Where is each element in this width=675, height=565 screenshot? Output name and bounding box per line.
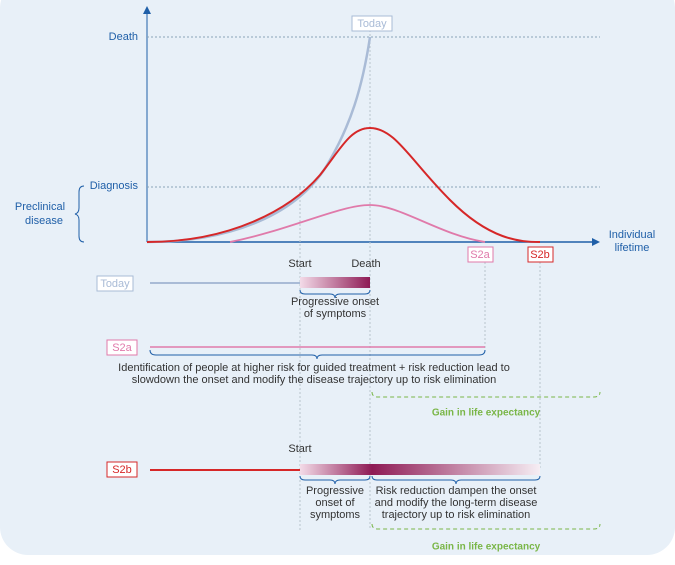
brace	[299, 289, 371, 299]
tag	[106, 461, 138, 478]
tag-text: S2b	[112, 464, 132, 476]
brace	[74, 185, 85, 243]
note: Risk reduction dampen the onset	[376, 485, 537, 497]
tag	[106, 339, 138, 356]
note: slowdown the onset and modify the diseas…	[132, 374, 496, 386]
label: Individual	[609, 229, 655, 241]
label: Start	[288, 443, 311, 455]
label: Preclinical	[15, 201, 65, 213]
label: Death	[109, 31, 138, 43]
arrow	[592, 238, 600, 246]
label: lifetime	[615, 242, 650, 254]
tag-text: S2b	[530, 249, 550, 261]
brace	[299, 475, 371, 485]
note: onset of	[315, 497, 355, 509]
label: Start	[288, 258, 311, 270]
s2b-curve	[146, 126, 541, 243]
gain-bracket	[371, 391, 601, 398]
label: disease	[25, 215, 63, 227]
tag	[467, 246, 494, 263]
tag-text: Today	[357, 18, 387, 30]
tag	[527, 246, 554, 263]
note: symptoms	[310, 509, 361, 521]
tag-text: S2a	[112, 342, 132, 354]
tag-text: Today	[100, 278, 130, 290]
note: trajectory up to risk elimination	[382, 509, 531, 521]
tag	[96, 275, 134, 292]
note: Progressive	[306, 485, 364, 497]
label: Death	[351, 258, 380, 270]
label: Diagnosis	[90, 180, 139, 192]
arrow	[143, 6, 151, 14]
brace	[371, 475, 541, 485]
onset-bar	[300, 277, 370, 288]
gain-bracket	[371, 523, 601, 530]
note: Progressive onset	[291, 296, 379, 308]
gain-label: Gain in life expectancy	[432, 542, 541, 553]
note: Identification of people at higher risk …	[118, 362, 510, 374]
s2a-curve	[229, 204, 486, 243]
onset-bar	[300, 464, 540, 475]
tag	[351, 15, 393, 32]
tag-text: S2a	[470, 249, 490, 261]
note: of symptoms	[304, 308, 367, 320]
brace	[149, 349, 486, 360]
note: and modify the long-term disease	[375, 497, 538, 509]
gain-label: Gain in life expectancy	[432, 408, 541, 419]
